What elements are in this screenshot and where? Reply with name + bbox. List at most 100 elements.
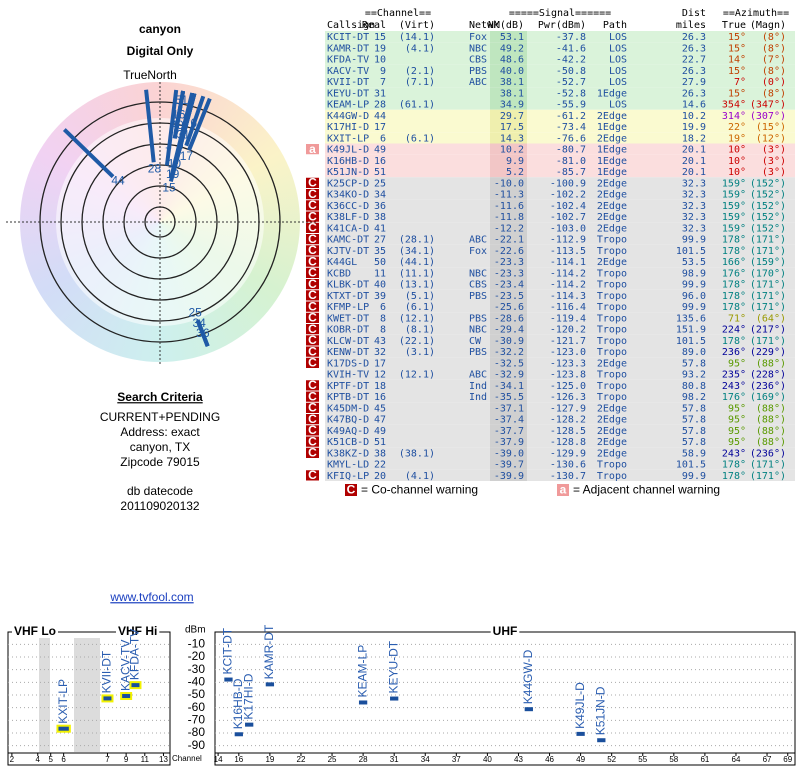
signal-bar <box>224 677 233 682</box>
cell-pwr: -52.7 <box>556 77 586 88</box>
cell-real: 45 <box>374 403 386 414</box>
radar-beam <box>196 320 210 347</box>
cell-true: 159° <box>722 201 746 212</box>
cell-dist: 89.0 <box>682 347 706 358</box>
x-tick-label: 31 <box>390 755 399 764</box>
cell-path: Tropo <box>597 471 627 482</box>
signal-column-background <box>490 413 527 425</box>
cell-magn: (171°) <box>750 302 786 313</box>
row-background <box>325 87 795 99</box>
site-link[interactable]: www.tvfool.com <box>109 590 193 604</box>
row-background <box>325 424 795 436</box>
cell-nm: 9.9 <box>506 156 524 167</box>
cell-real: 41 <box>374 223 386 234</box>
cell-path: Tropo <box>597 370 627 381</box>
signal-column-background <box>490 301 527 313</box>
cell-path: Tropo <box>597 268 627 279</box>
cell-true: 178° <box>722 471 746 482</box>
radar-label: 44 <box>111 174 125 188</box>
warning-box <box>306 245 319 256</box>
cell-true: 159° <box>722 178 746 189</box>
cell-magn: (152°) <box>750 190 786 201</box>
signal-column-background <box>490 244 527 256</box>
cell-pwr: -127.9 <box>550 403 586 414</box>
cell-dist: 20.1 <box>682 167 706 178</box>
column-header: (Magn) <box>750 20 786 31</box>
cell-dist: 99.9 <box>682 302 706 313</box>
cell-dist: 27.9 <box>682 77 706 88</box>
warning-symbol: C <box>308 176 317 190</box>
cell-path: 2Edge <box>597 190 627 201</box>
cell-path: Tropo <box>597 291 627 302</box>
signal-column-background <box>490 87 527 99</box>
y-tick-label: -90 <box>188 738 206 752</box>
cell-nm: -23.5 <box>494 291 524 302</box>
radar-beam <box>62 128 115 179</box>
row-background <box>325 98 795 110</box>
row-background <box>325 458 795 470</box>
cell-pwr: -116.4 <box>550 302 586 313</box>
cell-nm: -12.2 <box>494 223 524 234</box>
x-tick-label: 7 <box>105 755 110 764</box>
x-tick-label: 69 <box>783 755 792 764</box>
cell-magn: (88°) <box>756 403 786 414</box>
group-header: Dist <box>682 8 706 19</box>
cell-true: 166° <box>722 257 746 268</box>
cell-true: 176° <box>722 392 746 403</box>
cell-real: 16 <box>374 392 386 403</box>
cell-nm: 53.1 <box>500 32 524 43</box>
column-header: Real <box>362 20 386 31</box>
cell-real: 10 <box>374 55 386 66</box>
cell-callsign: KFMP-LP <box>327 302 369 313</box>
cell-magn: (152°) <box>750 223 786 234</box>
cell-nm: 17.5 <box>500 122 524 133</box>
cell-real: 49 <box>374 426 386 437</box>
cell-dist: 101.5 <box>676 246 706 257</box>
cell-path: LOS <box>609 77 627 88</box>
station-label: KEYU-DT <box>386 640 400 693</box>
cell-nm: -39.0 <box>494 448 524 459</box>
x-tick-label: 55 <box>638 755 647 764</box>
cell-true: 178° <box>722 302 746 313</box>
x-tick-label: 52 <box>607 755 616 764</box>
radar <box>6 82 316 364</box>
cell-real: 40 <box>374 280 386 291</box>
legend-text: = Co-channel warning <box>361 483 478 497</box>
cell-real: 18 <box>374 381 386 392</box>
station-label: K17HI-D <box>241 673 255 719</box>
x-tick-label: 37 <box>452 755 461 764</box>
cell-path: LOS <box>609 55 627 66</box>
cell-callsign: K25CP-D <box>327 178 369 189</box>
cell-dist: 98.2 <box>682 392 706 403</box>
search-line: CURRENT+PENDING <box>100 410 220 424</box>
cell-true: 7° <box>734 77 746 88</box>
cell-path: Tropo <box>597 280 627 291</box>
x-tick-label: 28 <box>359 755 368 764</box>
cell-nm: -22.1 <box>494 235 524 246</box>
cell-real: 34 <box>374 190 386 201</box>
y-tick-label: -40 <box>188 675 206 689</box>
column-header: (Virt) <box>399 20 435 31</box>
warning-symbol: C <box>308 344 317 358</box>
cell-real: 32 <box>374 347 386 358</box>
warning-box <box>306 357 319 368</box>
cell-true: 22° <box>728 122 746 133</box>
cell-magn: (12°) <box>756 133 786 144</box>
signal-column-background <box>490 31 527 43</box>
cell-pwr: -128.5 <box>550 426 586 437</box>
cell-virt: (6.1) <box>405 302 435 313</box>
cell-magn: (88°) <box>756 426 786 437</box>
cell-path: 2Edge <box>597 201 627 212</box>
cell-real: 38 <box>374 212 386 223</box>
x-tick-label: 34 <box>421 755 430 764</box>
cell-real: 12 <box>374 370 386 381</box>
signal-column-background <box>490 256 527 268</box>
cell-virt: (8.1) <box>405 325 435 336</box>
radar-label: 51 <box>175 93 189 107</box>
cell-magn: (3°) <box>762 167 786 178</box>
cell-path: LOS <box>609 43 627 54</box>
y-tick-label: -80 <box>188 725 206 739</box>
cell-dist: 32.3 <box>682 212 706 223</box>
row-background <box>325 244 795 256</box>
cell-pwr: -85.7 <box>556 167 586 178</box>
